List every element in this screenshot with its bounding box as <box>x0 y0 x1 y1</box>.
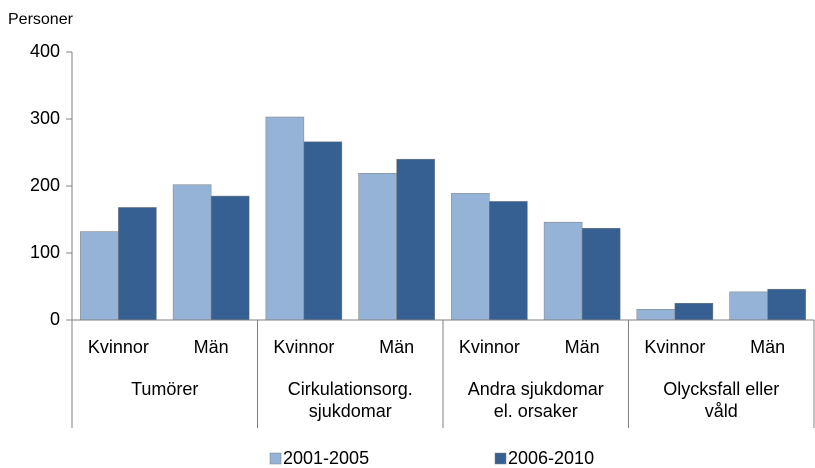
bar <box>118 207 157 321</box>
x-tick-label: Kvinnor <box>88 337 149 357</box>
bar <box>767 288 806 321</box>
bar <box>358 173 397 321</box>
group-label: Olycksfall eller <box>663 379 779 399</box>
bar <box>210 195 250 321</box>
bar <box>729 291 768 321</box>
bar <box>396 158 435 321</box>
y-tick-label: 0 <box>50 309 60 329</box>
group-label: el. orsaker <box>494 401 578 421</box>
legend-label: 2001-2005 <box>283 448 369 468</box>
bar <box>674 303 714 321</box>
bar <box>303 141 343 321</box>
legend-swatch <box>269 452 282 465</box>
x-tick-label: Kvinnor <box>644 337 705 357</box>
group-label: Andra sjukdomar <box>468 379 604 399</box>
bar <box>265 116 305 321</box>
x-tick-label: Män <box>194 337 229 357</box>
y-tick-label: 200 <box>30 175 60 195</box>
y-tick-label: 100 <box>30 242 60 262</box>
bar <box>80 231 119 321</box>
group-label: våld <box>705 401 738 421</box>
bar <box>581 227 621 321</box>
bar <box>451 193 490 321</box>
group-label: Tumörer <box>131 379 198 399</box>
group-label: sjukdomar <box>309 401 392 421</box>
bar <box>489 201 528 321</box>
bar <box>636 309 676 321</box>
x-tick-label: Kvinnor <box>459 337 520 357</box>
group-label: Cirkulationsorg. <box>288 379 413 399</box>
legend-label: 2006-2010 <box>508 448 594 468</box>
x-tick-label: Kvinnor <box>273 337 334 357</box>
x-tick-label: Män <box>750 337 785 357</box>
y-tick-label: 400 <box>30 41 60 61</box>
legend-swatch <box>494 452 507 465</box>
y-axis-label: Personer <box>8 11 74 28</box>
y-tick-label: 300 <box>30 108 60 128</box>
bar <box>543 221 583 321</box>
x-tick-label: Män <box>565 337 600 357</box>
bar <box>172 184 212 321</box>
x-tick-label: Män <box>379 337 414 357</box>
